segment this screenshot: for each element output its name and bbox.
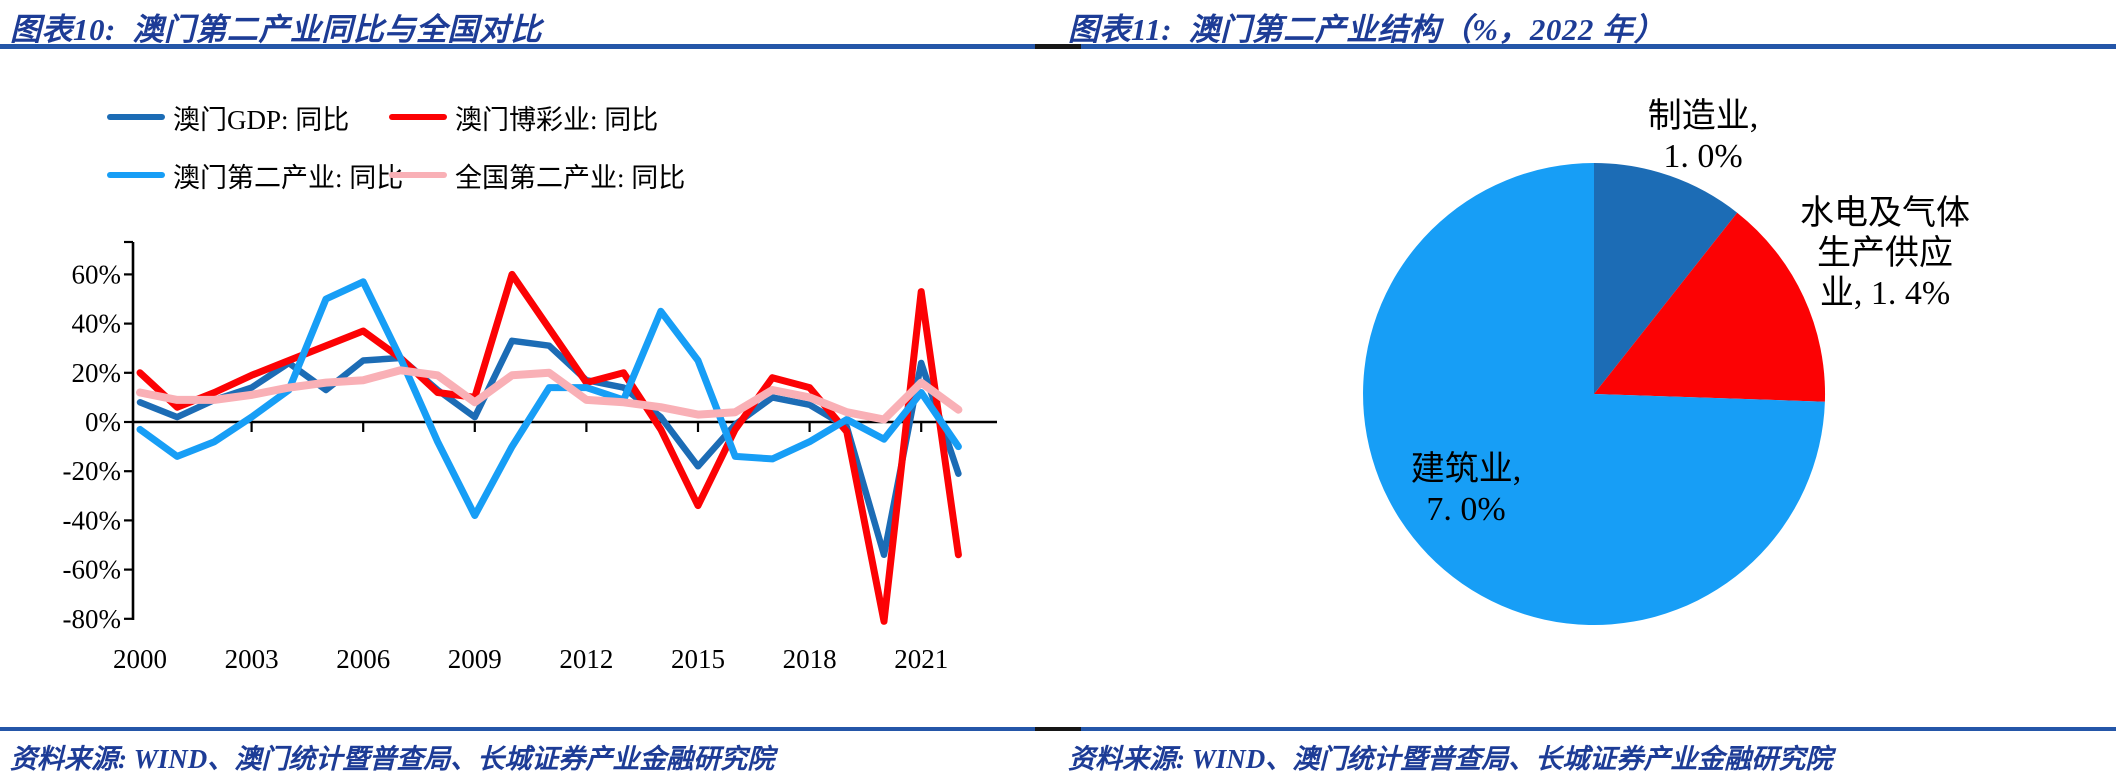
- series-line-1: [136, 270, 962, 625]
- source-topline: [1058, 727, 2116, 731]
- legend-label: 澳门第二产业: 同比: [173, 162, 404, 193]
- legend-label: 澳门GDP: 同比: [173, 104, 350, 135]
- y-tick-label: 0%: [85, 407, 121, 437]
- rule-black-segment: [1058, 44, 1081, 49]
- pie-label-line: 业, 1. 4%: [1820, 275, 1950, 312]
- x-tick-label: 2015: [671, 644, 725, 674]
- x-tick-label: 2018: [783, 644, 837, 674]
- rule-blue-segment: [0, 44, 1035, 49]
- y-tick-label: -40%: [63, 505, 121, 535]
- pie-slice-2: [1363, 163, 1825, 625]
- pie-label-line: 生产供应: [1817, 234, 1953, 272]
- figure-10-title: 图表10: 澳门第二产业同比与全国对比: [10, 12, 542, 47]
- legend-line-swatch: [389, 114, 447, 120]
- title-underline: [1058, 44, 2116, 49]
- pie-slice-1: [1594, 212, 1826, 402]
- x-tick-label: 2009: [448, 644, 502, 674]
- rule-black-segment: [1035, 44, 1058, 49]
- rule-black-segment: [1035, 727, 1058, 731]
- y-tick-label: 40%: [72, 309, 122, 339]
- rule-blue-segment: [1081, 727, 2116, 731]
- legend-label: 全国第二产业: 同比: [455, 162, 686, 193]
- legend-item-macau-gaming: 澳门博彩业: 同比: [389, 102, 658, 135]
- legend-item-national-secondary: 全国第二产业: 同比: [389, 160, 685, 193]
- pie-label-line: 制造业,: [1648, 97, 1759, 135]
- legend-item-macau-secondary: 澳门第二产业: 同比: [107, 160, 403, 193]
- y-tick-label: -60%: [63, 555, 121, 585]
- series-line-3: [136, 366, 963, 424]
- pie-label-line: 7. 0%: [1426, 491, 1505, 528]
- pie-label-line: 1. 0%: [1663, 138, 1742, 175]
- x-tick-label: 2003: [225, 644, 279, 674]
- source-topline: [0, 727, 1058, 731]
- x-tick-label: 2012: [559, 644, 613, 674]
- x-tick-label: 2006: [336, 644, 390, 674]
- series-line-2: [136, 278, 962, 519]
- pie-label-line: 建筑业,: [1411, 450, 1522, 488]
- legend-item-macau-gdp: 澳门GDP: 同比: [107, 102, 349, 135]
- line-chart-canvas: 60% 40% 20% 0% -20% -40% -60% -80% 2000 2003 2006 2…: [63, 240, 997, 674]
- y-tick-label: -80%: [63, 604, 121, 634]
- x-tick-label: 2021: [894, 644, 948, 674]
- series-line-0: [136, 337, 962, 559]
- legend-line-swatch: [107, 114, 165, 120]
- y-tick-label: 60%: [72, 259, 122, 289]
- y-tick-label: 20%: [72, 358, 122, 388]
- pie-slice-0: [1594, 163, 1738, 394]
- x-tick-label: 2000: [113, 644, 167, 674]
- pie-label-line: 水电及气体: [1800, 194, 1970, 232]
- figure-11-title: 图表11: 澳门第二产业结构（%，2022 年）: [1068, 12, 1666, 47]
- legend-line-swatch: [389, 172, 447, 178]
- figure-10-source: 资料来源: WIND、澳门统计暨普查局、长城证券产业金融研究院: [10, 744, 775, 774]
- legend-label: 澳门博彩业: 同比: [455, 104, 659, 135]
- rule-blue-segment: [1081, 44, 2116, 49]
- figure-11-panel: 图表11: 澳门第二产业结构（%，2022 年） 制造业, 1. 0% 水电及气体生…: [1058, 0, 2116, 774]
- rule-blue-segment: [0, 727, 1035, 731]
- figure-10-panel: 图表10: 澳门第二产业同比与全国对比 澳门GDP: 同比 澳门博彩业: 同比 …: [0, 12, 1058, 774]
- legend-line-swatch: [107, 172, 165, 178]
- y-tick-label: -20%: [63, 456, 121, 486]
- title-underline: [0, 44, 1058, 49]
- figure-11-source: 资料来源: WIND、澳门统计暨普查局、长城证券产业金融研究院: [1068, 744, 1833, 774]
- rule-black-segment: [1058, 727, 1081, 731]
